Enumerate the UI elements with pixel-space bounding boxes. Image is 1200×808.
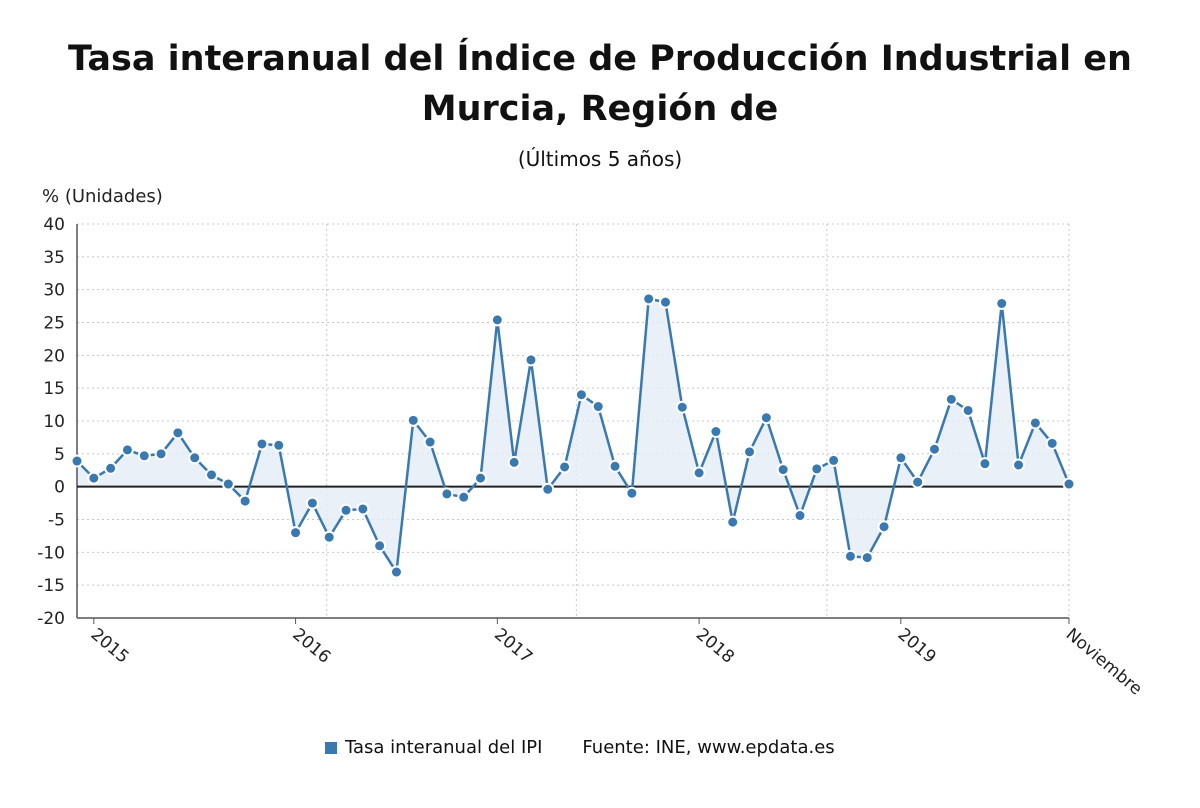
- data-point: [793, 509, 807, 523]
- data-point: [524, 353, 538, 367]
- x-tick-label: 2019: [894, 625, 940, 668]
- y-axis-label: % (Unidades): [42, 186, 163, 207]
- data-point: [574, 388, 588, 402]
- data-point: [709, 425, 723, 439]
- y-tick-label: 25: [43, 314, 65, 334]
- data-point: [474, 471, 488, 485]
- data-point: [406, 413, 420, 427]
- data-point: [860, 551, 874, 565]
- y-tick-label: -10: [37, 543, 65, 563]
- data-point: [137, 449, 151, 463]
- data-point: [272, 438, 286, 452]
- data-point: [743, 445, 757, 459]
- y-tick-label: 0: [54, 478, 65, 498]
- data-point: [978, 457, 992, 471]
- data-point: [541, 482, 555, 496]
- data-point: [692, 466, 706, 480]
- data-point: [810, 462, 824, 476]
- data-point: [322, 530, 336, 544]
- data-point: [440, 487, 454, 501]
- source-note: Fuente: INE, www.epdata.es: [582, 737, 835, 758]
- data-point: [894, 451, 908, 465]
- data-point: [104, 461, 118, 475]
- data-point: [373, 539, 387, 553]
- legend: Tasa interanual del IPI Fuente: INE, www…: [325, 737, 835, 758]
- y-tick-label: 10: [43, 412, 65, 432]
- data-point: [995, 296, 1009, 310]
- x-tick-label: 2016: [288, 625, 334, 668]
- data-point: [221, 477, 235, 491]
- data-point: [171, 426, 185, 440]
- data-point: [827, 453, 841, 467]
- data-point: [1062, 477, 1076, 491]
- data-point: [776, 463, 790, 477]
- grid-lines: [77, 223, 1070, 619]
- chart-title: Tasa interanual del Índice de Producción…: [68, 39, 1132, 129]
- y-tick-label: -15: [37, 576, 65, 596]
- y-tick-label: -20: [37, 609, 65, 629]
- data-point: [591, 400, 605, 414]
- axes: [76, 224, 1070, 624]
- data-point: [507, 455, 521, 469]
- data-point: [305, 496, 319, 510]
- x-tick-label: 2017: [490, 625, 536, 668]
- data-point: [356, 502, 370, 516]
- x-tick-label: 2015: [87, 625, 133, 668]
- data-point: [608, 459, 622, 473]
- data-point: [843, 549, 857, 563]
- y-tick-label: 15: [43, 379, 65, 399]
- x-tick-label: Noviembre: [1062, 625, 1146, 700]
- x-tick-label: 2018: [692, 625, 738, 668]
- y-tick-label: 40: [43, 215, 65, 235]
- y-tick-label: 5: [54, 445, 65, 465]
- y-tick-label: 35: [43, 248, 65, 268]
- data-point: [490, 313, 504, 327]
- data-point: [238, 494, 252, 508]
- legend-swatch: [325, 741, 337, 754]
- data-point: [944, 392, 958, 406]
- data-point: [70, 454, 84, 468]
- data-point: [1028, 416, 1042, 430]
- data-point: [1045, 436, 1059, 450]
- x-tick-labels: 2015 2016 2017 2018 2019 Noviembre: [87, 625, 1146, 700]
- data-point: [759, 411, 773, 425]
- y-tick-labels: 40 35 30 25 20 15 10 5 0 -5 -10 -15 -20: [37, 215, 65, 629]
- data-point: [457, 490, 471, 504]
- data-point: [154, 447, 168, 461]
- series-line: [76, 297, 1071, 574]
- series-points: [70, 292, 1076, 579]
- data-point: [642, 292, 656, 306]
- y-tick-label: 30: [43, 281, 65, 301]
- data-point: [205, 468, 219, 482]
- data-point: [927, 442, 941, 456]
- data-point: [726, 515, 740, 529]
- data-point: [961, 403, 975, 417]
- data-point: [255, 437, 269, 451]
- data-point: [120, 443, 134, 457]
- data-point: [558, 460, 572, 474]
- data-point: [188, 451, 202, 465]
- series-line-path: [76, 297, 1071, 574]
- data-point: [423, 435, 437, 449]
- data-point: [675, 400, 689, 414]
- data-point: [658, 295, 672, 309]
- data-point: [1012, 458, 1026, 472]
- legend-series-label: Tasa interanual del IPI: [345, 737, 543, 758]
- y-tick-label: 20: [43, 346, 65, 366]
- data-point: [87, 471, 101, 485]
- data-point: [911, 475, 925, 489]
- data-point: [877, 520, 891, 534]
- data-point: [339, 503, 353, 517]
- chart-subtitle: (Últimos 5 años): [517, 147, 683, 171]
- y-tick-label: -5: [48, 511, 65, 531]
- data-point: [289, 526, 303, 540]
- data-point: [625, 486, 639, 500]
- data-point: [389, 565, 403, 579]
